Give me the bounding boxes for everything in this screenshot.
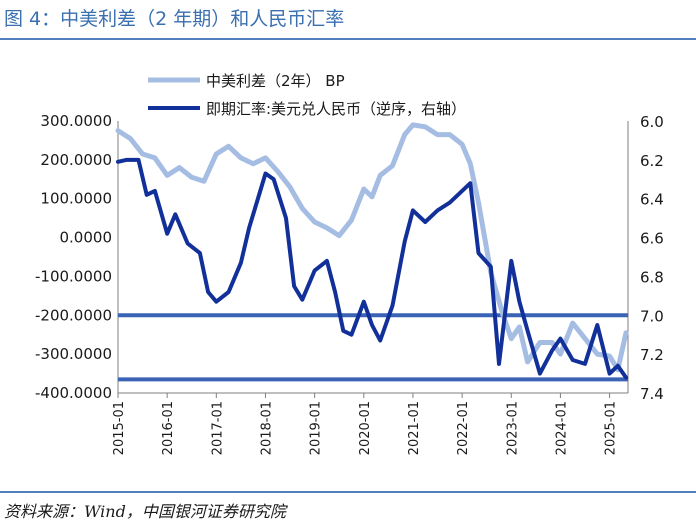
x-tick-label: 2017-01 — [210, 401, 225, 455]
title-rule — [0, 38, 696, 40]
left-tick-label: -400.0000 — [35, 384, 112, 402]
right-tick-label: 6.4 — [640, 191, 664, 209]
right-tick-label: 6.8 — [640, 268, 664, 286]
chart-svg: 300.0000 200.0000 100.0000 0.0000 -100.0000 -… — [35, 72, 664, 455]
left-tick-label: 200.0000 — [40, 151, 112, 169]
x-tick-label: 2025-01 — [604, 401, 619, 455]
left-tick-label: -200.0000 — [35, 306, 112, 324]
left-tick-label: 300.0000 — [40, 112, 112, 130]
x-tick-label: 2016-01 — [161, 401, 176, 455]
x-tick-label: 2023-01 — [505, 401, 520, 455]
right-tick-label: 6.2 — [640, 152, 664, 170]
right-tick-label: 7.4 — [640, 385, 664, 403]
x-tick-label: 2018-01 — [259, 401, 274, 455]
plot-frame — [117, 121, 629, 394]
left-tick-label: -100.0000 — [35, 267, 112, 285]
fx-series-line — [116, 157, 628, 380]
left-tick-label: -300.0000 — [35, 345, 112, 363]
spread-series-line — [115, 122, 629, 373]
figure-title: 图 4：中美利差（2 年期）和人民币汇率 — [4, 8, 345, 30]
right-tick-label: 7.0 — [640, 307, 664, 325]
x-tick-label: 2022-01 — [456, 401, 471, 455]
legend: 中美利差（2年） BP 即期汇率:美元兑人民币（逆序，右轴） — [148, 72, 466, 118]
x-tick-label: 2021-01 — [407, 401, 422, 455]
x-tick-label: 2015-01 — [112, 401, 127, 455]
x-tick-label: 2020-01 — [358, 401, 373, 455]
right-tick-label: 6.6 — [640, 230, 664, 248]
x-tick-label: 2019-01 — [309, 401, 324, 455]
x-tick-label: 2024-01 — [554, 401, 569, 455]
legend-label-2: 即期汇率:美元兑人民币（逆序，右轴） — [206, 100, 466, 118]
reference-lines — [118, 313, 628, 382]
footer-rule — [0, 491, 696, 493]
left-tick-label: 100.0000 — [40, 190, 112, 208]
source-note: 资料来源：Wind，中国银河证券研究院 — [4, 502, 286, 521]
right-tick-label: 7.2 — [640, 346, 664, 364]
series-lines — [115, 122, 629, 380]
left-tick-label: 0.0000 — [60, 229, 113, 247]
legend-label-1: 中美利差（2年） BP — [206, 72, 345, 90]
right-tick-label: 6.0 — [640, 113, 664, 131]
left-axis: 300.0000 200.0000 100.0000 0.0000 -100.0000 -… — [35, 112, 112, 402]
x-axis: 2015-01 2016-01 2017-01 2018-01 2019-01 2020-… — [112, 393, 619, 455]
right-axis: 6.0 6.2 6.4 6.6 6.8 7.0 7.2 7.4 — [640, 113, 664, 403]
